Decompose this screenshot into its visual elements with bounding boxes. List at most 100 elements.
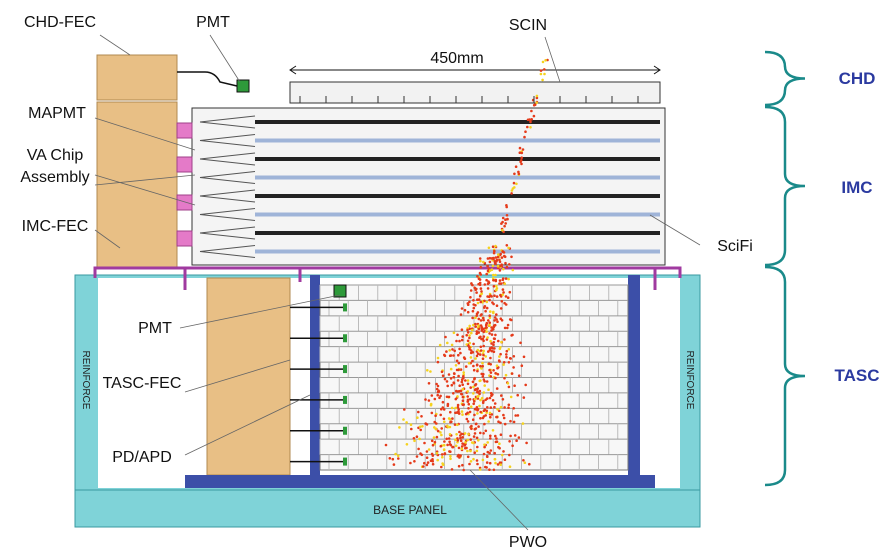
shower-particle	[388, 457, 392, 460]
shower-particle	[478, 336, 481, 340]
label-dimension: 450mm	[430, 50, 483, 67]
shower-particle	[505, 355, 508, 359]
shower-particle	[488, 396, 492, 400]
shower-particle	[512, 355, 516, 358]
shower-particle	[507, 246, 510, 250]
shower-particle	[487, 319, 490, 322]
shower-particle	[502, 267, 505, 271]
shower-particle	[417, 410, 420, 414]
shower-particle	[438, 343, 442, 347]
shower-particle	[507, 361, 511, 364]
shower-particle	[442, 448, 446, 451]
shower-particle	[447, 395, 451, 399]
shower-particle	[460, 410, 464, 413]
shower-particle	[461, 378, 464, 381]
shower-particle	[499, 463, 503, 467]
shower-particle	[466, 398, 470, 402]
shower-particle	[513, 434, 517, 437]
shower-particle	[508, 440, 511, 443]
shower-particle	[481, 416, 485, 420]
shower-particle	[535, 101, 538, 105]
shower-particle	[495, 440, 499, 444]
shower-particle	[498, 269, 502, 272]
shower-particle	[489, 437, 492, 440]
scifi-layer	[255, 212, 660, 217]
shower-particle	[509, 419, 512, 423]
pmt-tasc	[333, 284, 347, 298]
shower-particle	[541, 78, 544, 82]
mapmt-box	[176, 194, 193, 211]
shower-particle	[475, 312, 479, 316]
shower-particle	[425, 450, 429, 453]
shower-particle	[491, 245, 495, 248]
shower-particle	[438, 396, 441, 400]
shower-particle	[481, 364, 485, 368]
shower-particle	[495, 364, 499, 368]
shower-particle	[502, 416, 506, 420]
shower-particle	[505, 349, 509, 353]
shower-particle	[478, 271, 482, 275]
shower-particle	[466, 379, 470, 382]
shower-particle	[502, 450, 505, 453]
shower-particle	[460, 338, 464, 342]
shower-particle	[443, 440, 446, 443]
shower-particle	[479, 287, 483, 290]
photodiode	[343, 395, 347, 404]
shower-particle	[501, 216, 505, 220]
shower-particle	[499, 293, 502, 297]
shower-particle	[425, 423, 429, 426]
shower-particle	[485, 409, 489, 413]
shower-particle	[457, 353, 460, 357]
shower-particle	[457, 374, 460, 378]
shower-particle	[394, 452, 397, 456]
shower-particle	[452, 392, 455, 395]
shower-particle	[478, 468, 482, 471]
shower-particle	[458, 347, 461, 351]
shower-particle	[495, 318, 498, 321]
pwo-grid	[290, 284, 629, 471]
shower-particle	[467, 402, 471, 406]
shower-particle	[465, 333, 469, 337]
shower-particle	[457, 408, 461, 411]
shower-particle	[460, 328, 464, 332]
label-chd-fec: CHD-FEC	[24, 14, 96, 31]
shower-particle	[505, 265, 509, 269]
shower-particle	[515, 439, 518, 443]
shower-particle	[468, 346, 471, 349]
shower-particle	[490, 329, 493, 332]
shower-particle	[439, 413, 443, 417]
shower-particle	[493, 294, 496, 298]
shower-particle	[486, 441, 490, 444]
shower-particle	[508, 318, 512, 321]
shower-particle	[504, 295, 508, 298]
shower-particle	[466, 390, 470, 393]
shower-particle	[450, 383, 454, 387]
shower-particle	[463, 308, 467, 312]
shower-particle	[449, 354, 453, 357]
shower-particle	[384, 443, 388, 447]
shower-particle	[462, 468, 466, 472]
shower-particle	[488, 316, 492, 320]
shower-particle	[470, 349, 473, 352]
shower-particle	[486, 450, 490, 454]
shower-particle	[464, 365, 468, 368]
shower-particle	[453, 349, 457, 353]
shower-particle	[484, 414, 488, 417]
shower-particle	[519, 341, 522, 345]
shower-particle	[418, 437, 421, 441]
shower-particle	[450, 420, 453, 424]
shower-particle	[524, 383, 527, 387]
brace	[764, 50, 806, 107]
shower-particle	[447, 373, 451, 376]
shower-particle	[488, 324, 491, 327]
shower-particle	[492, 251, 496, 255]
shower-particle	[440, 427, 444, 430]
shower-particle	[457, 361, 461, 365]
fiber-bundle	[199, 171, 256, 184]
shower-particle	[516, 393, 519, 397]
shower-particle	[485, 411, 489, 414]
shower-particle	[470, 282, 473, 285]
fiber-bundle	[199, 134, 256, 147]
shower-particle	[494, 279, 498, 283]
shower-particle	[453, 423, 457, 426]
